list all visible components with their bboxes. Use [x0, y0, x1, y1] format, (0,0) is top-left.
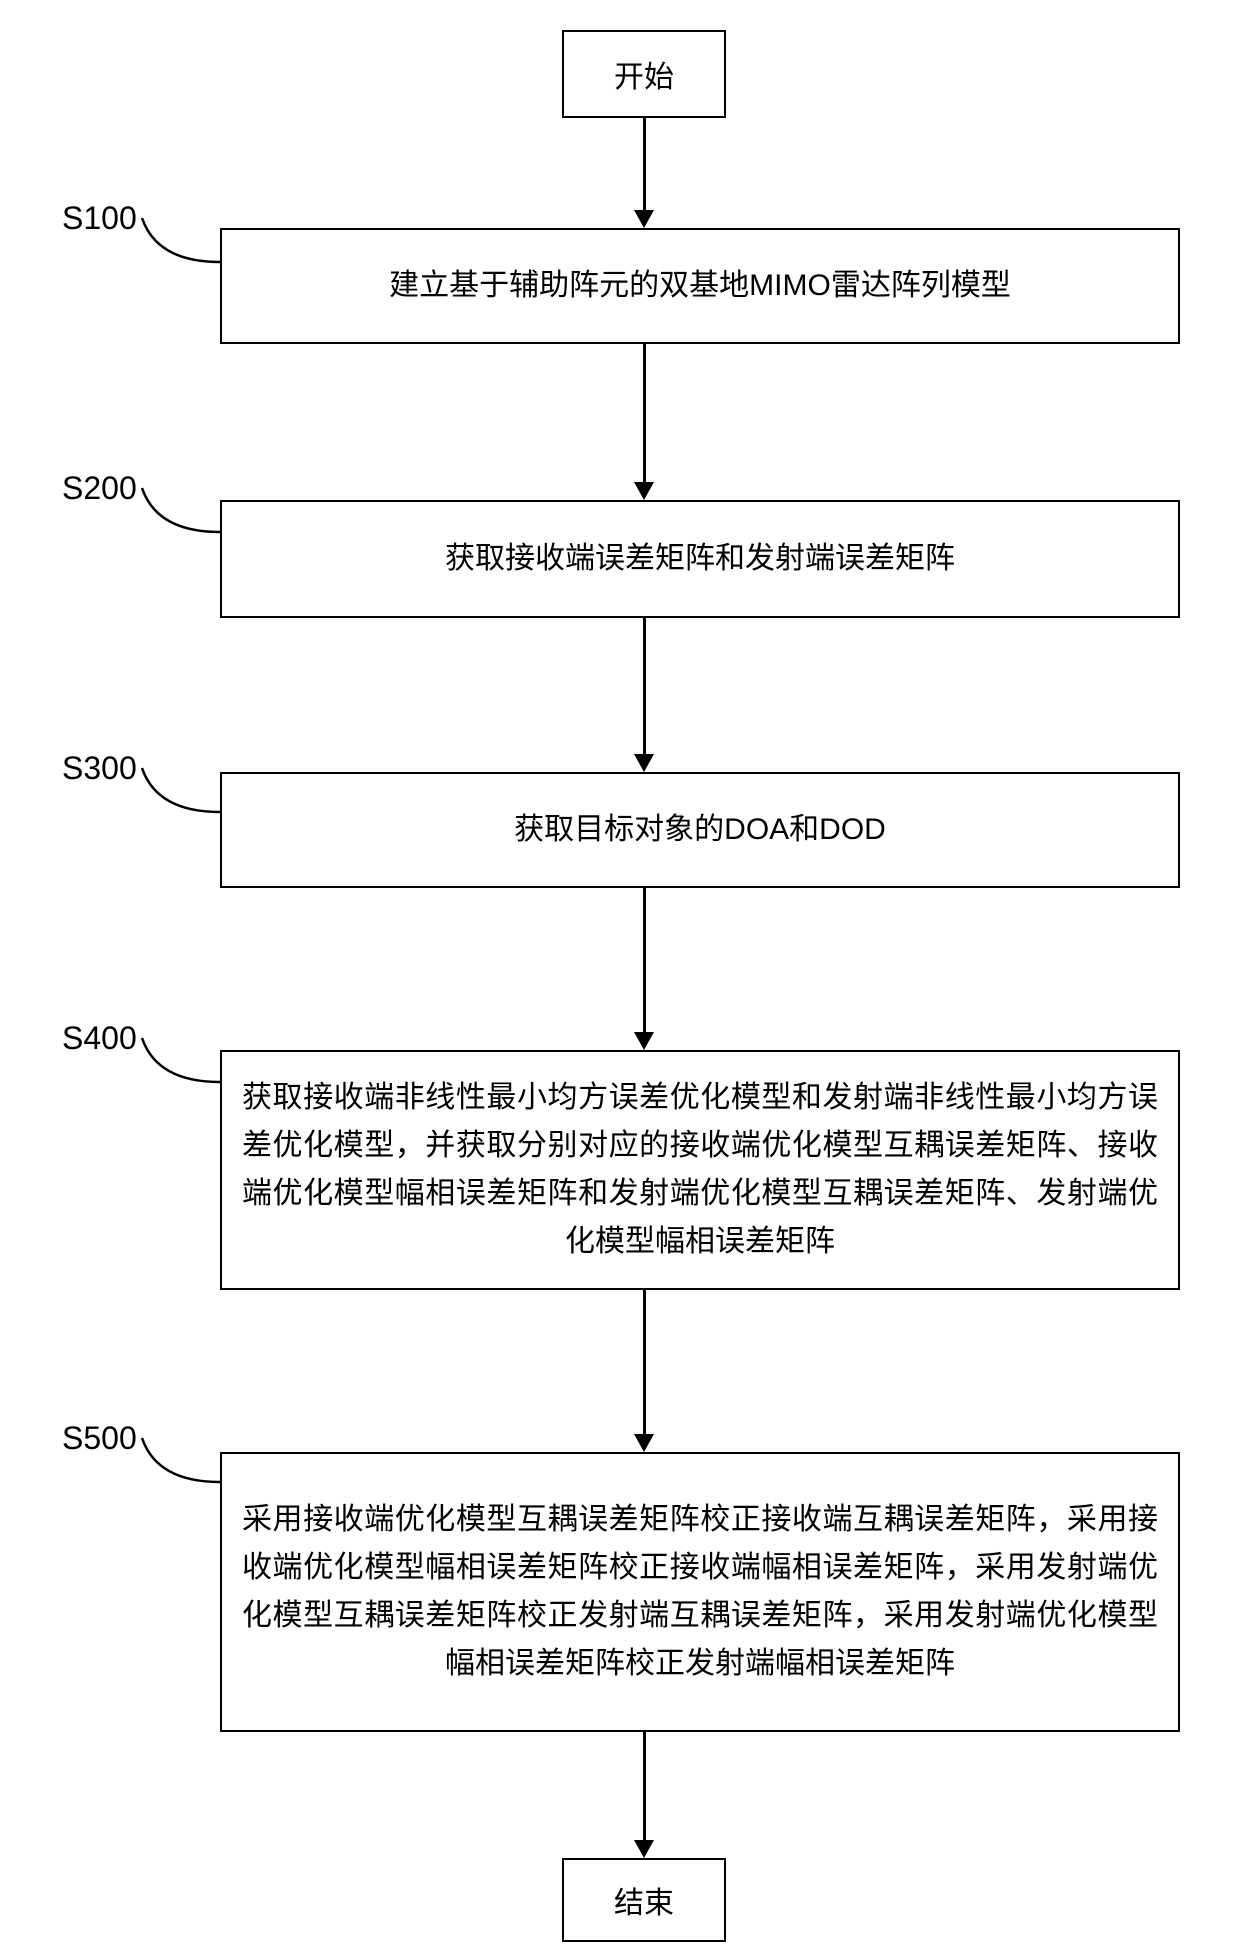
s400-node: 获取接收端非线性最小均方误差优化模型和发射端非线性最小均方误差优化模型，并获取分…: [220, 1050, 1180, 1290]
arrow-s300-s400: [643, 888, 646, 1032]
arrow-s500-end: [643, 1732, 646, 1840]
end-node: 结束: [562, 1858, 726, 1942]
s100-text: 建立基于辅助阵元的双基地MIMO雷达阵列模型: [389, 262, 1011, 310]
arrowhead-s100-s200: [634, 482, 654, 500]
arrowhead-s500-end: [634, 1840, 654, 1858]
start-label: 开始: [614, 52, 674, 96]
flowchart-container: 开始 S100 建立基于辅助阵元的双基地MIMO雷达阵列模型 S200 获取接收…: [0, 0, 1240, 1948]
s500-node: 采用接收端优化模型互耦误差矩阵校正接收端互耦误差矩阵，采用接收端优化模型幅相误差…: [220, 1452, 1180, 1732]
arrow-s100-s200: [643, 344, 646, 482]
arrowhead-s400-s500: [634, 1434, 654, 1452]
arrowhead-start-s100: [634, 210, 654, 228]
step-label-s100: S100: [62, 200, 137, 237]
end-label: 结束: [614, 1878, 674, 1922]
start-node: 开始: [562, 30, 726, 118]
s200-text: 获取接收端误差矩阵和发射端误差矩阵: [445, 535, 955, 583]
arrowhead-s200-s300: [634, 754, 654, 772]
s400-text: 获取接收端非线性最小均方误差优化模型和发射端非线性最小均方误差优化模型，并获取分…: [242, 1074, 1158, 1266]
connector-s300: [142, 768, 222, 828]
connector-s100: [142, 218, 222, 278]
connector-s400: [142, 1038, 222, 1098]
arrow-start-s100: [643, 118, 646, 210]
connector-s500: [142, 1438, 222, 1498]
s100-node: 建立基于辅助阵元的双基地MIMO雷达阵列模型: [220, 228, 1180, 344]
step-label-s300: S300: [62, 750, 137, 787]
step-label-s200: S200: [62, 470, 137, 507]
step-label-s500: S500: [62, 1420, 137, 1457]
s200-node: 获取接收端误差矩阵和发射端误差矩阵: [220, 500, 1180, 618]
s300-node: 获取目标对象的DOA和DOD: [220, 772, 1180, 888]
arrow-s400-s500: [643, 1290, 646, 1434]
connector-s200: [142, 488, 222, 548]
step-label-s400: S400: [62, 1020, 137, 1057]
s300-text: 获取目标对象的DOA和DOD: [514, 806, 886, 854]
s500-text: 采用接收端优化模型互耦误差矩阵校正接收端互耦误差矩阵，采用接收端优化模型幅相误差…: [242, 1496, 1158, 1688]
arrowhead-s300-s400: [634, 1032, 654, 1050]
arrow-s200-s300: [643, 618, 646, 754]
